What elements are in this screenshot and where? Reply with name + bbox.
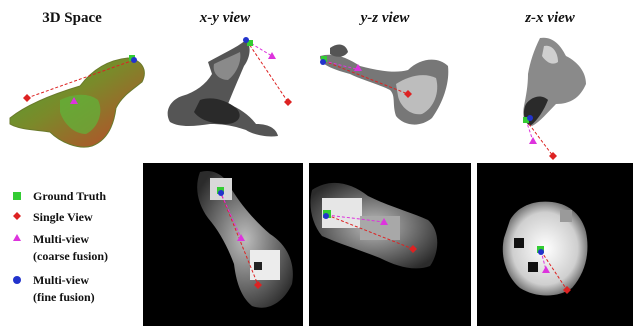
- fine-fusion-marker: [218, 190, 224, 196]
- single-view-marker: [254, 281, 262, 289]
- fine-fusion-marker: [527, 115, 533, 121]
- single-view-marker: [563, 286, 571, 294]
- legend-ground-truth-marker: [13, 192, 21, 200]
- yz-view-depth: [320, 44, 449, 125]
- header-xy-view: x-y view: [199, 10, 251, 26]
- fine-fusion-marker: [131, 57, 137, 63]
- fine-fusion-marker: [243, 37, 249, 43]
- legend-ground-truth-label: Ground Truth: [33, 189, 106, 203]
- legend-single-view-label: Single View: [33, 210, 93, 224]
- coarse-fusion-marker: [542, 266, 550, 273]
- yz-zoom-panel: [309, 163, 471, 326]
- ground-truth-marker: [247, 40, 253, 46]
- coarse-fusion-marker: [354, 64, 362, 71]
- point-cloud-3d: [9, 55, 145, 148]
- xy-view-depth: [167, 37, 292, 137]
- coarse-fusion-marker: [268, 52, 276, 59]
- ground-truth-marker: [523, 117, 529, 123]
- legend-coarse-fusion-marker: [13, 234, 21, 241]
- header-zx-view: z-x view: [524, 10, 576, 26]
- legend-single-view-marker: [13, 212, 21, 220]
- header-3d-space: 3D Space: [42, 10, 102, 26]
- single-view-marker: [284, 98, 292, 106]
- legend-fine-fusion-label: Multi-view: [33, 273, 89, 287]
- legend-coarse-fusion-sublabel: (coarse fusion): [33, 249, 108, 263]
- coarse-fusion-marker: [237, 234, 245, 241]
- zx-zoom-panel: [477, 163, 633, 326]
- legend-fine-fusion-marker: [13, 276, 21, 284]
- coarse-fusion-marker: [380, 218, 388, 225]
- single-view-marker: [23, 94, 31, 102]
- header-yz-view: y-z view: [359, 10, 411, 26]
- legend: Ground Truth Single View Multi-view (coa…: [13, 189, 108, 304]
- zx-view-depth: [523, 37, 586, 160]
- legend-fine-fusion-sublabel: (fine fusion): [33, 290, 95, 304]
- fine-fusion-marker: [320, 59, 326, 65]
- coarse-fusion-marker: [70, 97, 78, 104]
- single-view-marker: [549, 152, 557, 160]
- single-view-marker: [404, 90, 412, 98]
- legend-coarse-fusion-label: Multi-view: [33, 232, 89, 246]
- ground-truth-marker: [321, 56, 327, 62]
- xy-zoom-panel: [143, 163, 303, 326]
- fine-fusion-marker: [323, 213, 329, 219]
- coarse-fusion-marker: [529, 137, 537, 144]
- single-view-marker: [409, 245, 417, 253]
- fine-fusion-marker: [538, 249, 544, 255]
